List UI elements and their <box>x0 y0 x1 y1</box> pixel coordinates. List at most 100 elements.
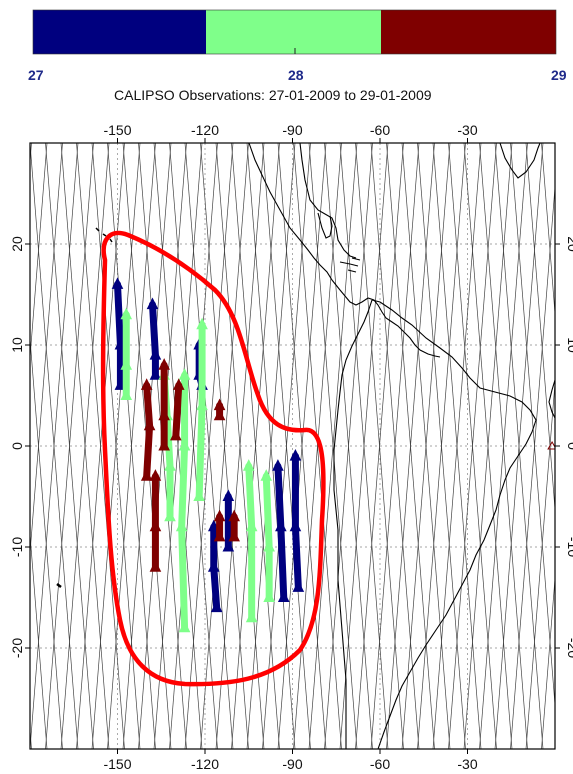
observation-marker <box>158 438 170 451</box>
coastline-south-america-west <box>333 299 373 749</box>
lat-tick-label-left: 0 <box>9 442 25 450</box>
lon-tick-label-bottom: -120 <box>191 756 219 772</box>
observation-marker <box>149 519 162 532</box>
orbit-track-descending <box>60 143 110 749</box>
observation-marker <box>158 408 170 421</box>
orbit-track-descending <box>324 143 373 749</box>
orbit-track-descending <box>91 143 141 749</box>
observation-marker <box>175 519 188 532</box>
coastline-north-america <box>248 143 441 358</box>
observation-marker <box>228 509 240 522</box>
map-axes: -150 -150 -120 -120 -90 -90 -60 -60 -30 -30 20 20 10… <box>9 122 573 772</box>
lon-tick-label-top: -30 <box>457 122 477 138</box>
lon-tick-label-top: -150 <box>103 122 131 138</box>
orbit-track-descending <box>169 143 218 749</box>
observation-marker <box>158 358 170 370</box>
lon-tick-label-top: -90 <box>282 122 302 138</box>
observation-marker <box>140 469 153 481</box>
orbit-track-descending <box>246 143 296 749</box>
observation-tracks <box>111 277 555 633</box>
observation-marker <box>149 560 162 572</box>
orbit-track-descending <box>370 143 420 749</box>
lon-tick-label-bottom: -90 <box>282 756 302 772</box>
observation-marker <box>170 428 182 441</box>
orbit-tracks <box>30 143 555 749</box>
observation-marker <box>245 519 258 532</box>
observation-marker <box>213 408 226 421</box>
orbit-track-descending <box>355 143 404 749</box>
lat-tick-label-left: -10 <box>9 537 25 557</box>
observation-marker <box>149 347 162 360</box>
orbit-track-descending <box>30 143 79 749</box>
coastline-hawaii <box>95 227 113 243</box>
observation-marker <box>146 297 159 310</box>
observation-marker <box>120 358 133 370</box>
orbit-track-descending <box>277 143 327 749</box>
colorbar-tick-label-start: 27 <box>28 67 44 83</box>
orbit-track-descending <box>386 143 435 749</box>
orbit-track-descending <box>479 143 528 749</box>
colorbar-tick-label-mid: 28 <box>288 67 304 83</box>
orbit-track-descending <box>432 143 482 749</box>
orbit-track-descending <box>541 574 555 749</box>
observation-marker <box>263 590 275 602</box>
observation-marker <box>149 469 162 481</box>
observation-marker <box>140 378 153 390</box>
observation-marker <box>260 469 273 481</box>
orbit-track-descending <box>231 143 280 749</box>
observation-marker <box>289 448 302 461</box>
observation-marker <box>149 368 162 380</box>
coastline-caribbean <box>339 257 361 273</box>
observation-segment <box>195 321 206 500</box>
observation-marker <box>164 509 176 522</box>
orbit-track-descending <box>417 143 466 749</box>
coastlines <box>56 143 555 749</box>
observation-segment <box>114 280 124 389</box>
lat-tick-label-right: -20 <box>565 638 573 658</box>
observation-marker <box>143 418 156 431</box>
observation-segment <box>245 462 256 622</box>
orbit-track-descending <box>463 143 513 749</box>
coastline-greenland <box>499 143 541 179</box>
orbit-track-descending <box>184 143 234 749</box>
colorbar-segment-2 <box>206 10 381 54</box>
observation-marker <box>245 610 258 623</box>
lat-tick-label-right: 0 <box>565 442 573 450</box>
orbit-track-descending <box>339 143 389 749</box>
observation-marker <box>196 317 208 330</box>
observation-marker <box>222 489 235 501</box>
lon-tick-label-bottom: -150 <box>103 756 131 772</box>
observation-marker <box>111 277 124 289</box>
lat-tick-label-right: -10 <box>565 537 573 557</box>
orbit-track-descending <box>510 182 555 749</box>
lon-tick-label-top: -120 <box>191 122 219 138</box>
lon-tick-label-top: -60 <box>370 122 390 138</box>
observation-segment <box>178 371 189 632</box>
orbit-track-descending <box>76 143 125 749</box>
coastline-pacific-isle <box>56 583 62 588</box>
colorbar-segment-3 <box>381 10 556 54</box>
observation-marker <box>277 590 290 602</box>
lat-tick-label-left: 10 <box>9 337 25 353</box>
observation-marker <box>263 539 275 552</box>
orbit-track-descending <box>30 143 48 363</box>
orbit-track-descending <box>153 143 203 749</box>
orbit-track-descending <box>45 143 94 749</box>
observation-marker <box>120 307 133 320</box>
coastline-florida <box>317 212 333 239</box>
orbit-track-ascending <box>541 143 555 318</box>
observation-segment <box>262 472 273 601</box>
lon-tick-label-bottom: -30 <box>457 756 477 772</box>
coastline-gulf <box>299 143 357 259</box>
observation-segment <box>149 301 159 379</box>
observation-marker <box>120 388 133 400</box>
observation-marker <box>272 459 284 471</box>
observation-marker <box>172 378 185 390</box>
observation-marker <box>222 539 235 552</box>
lat-tick-label-right: 20 <box>565 236 573 252</box>
orbit-track-descending <box>30 143 63 558</box>
observation-marker <box>275 519 287 532</box>
orbit-track-descending <box>215 143 265 749</box>
lon-tick-label-bottom: -60 <box>370 756 390 772</box>
